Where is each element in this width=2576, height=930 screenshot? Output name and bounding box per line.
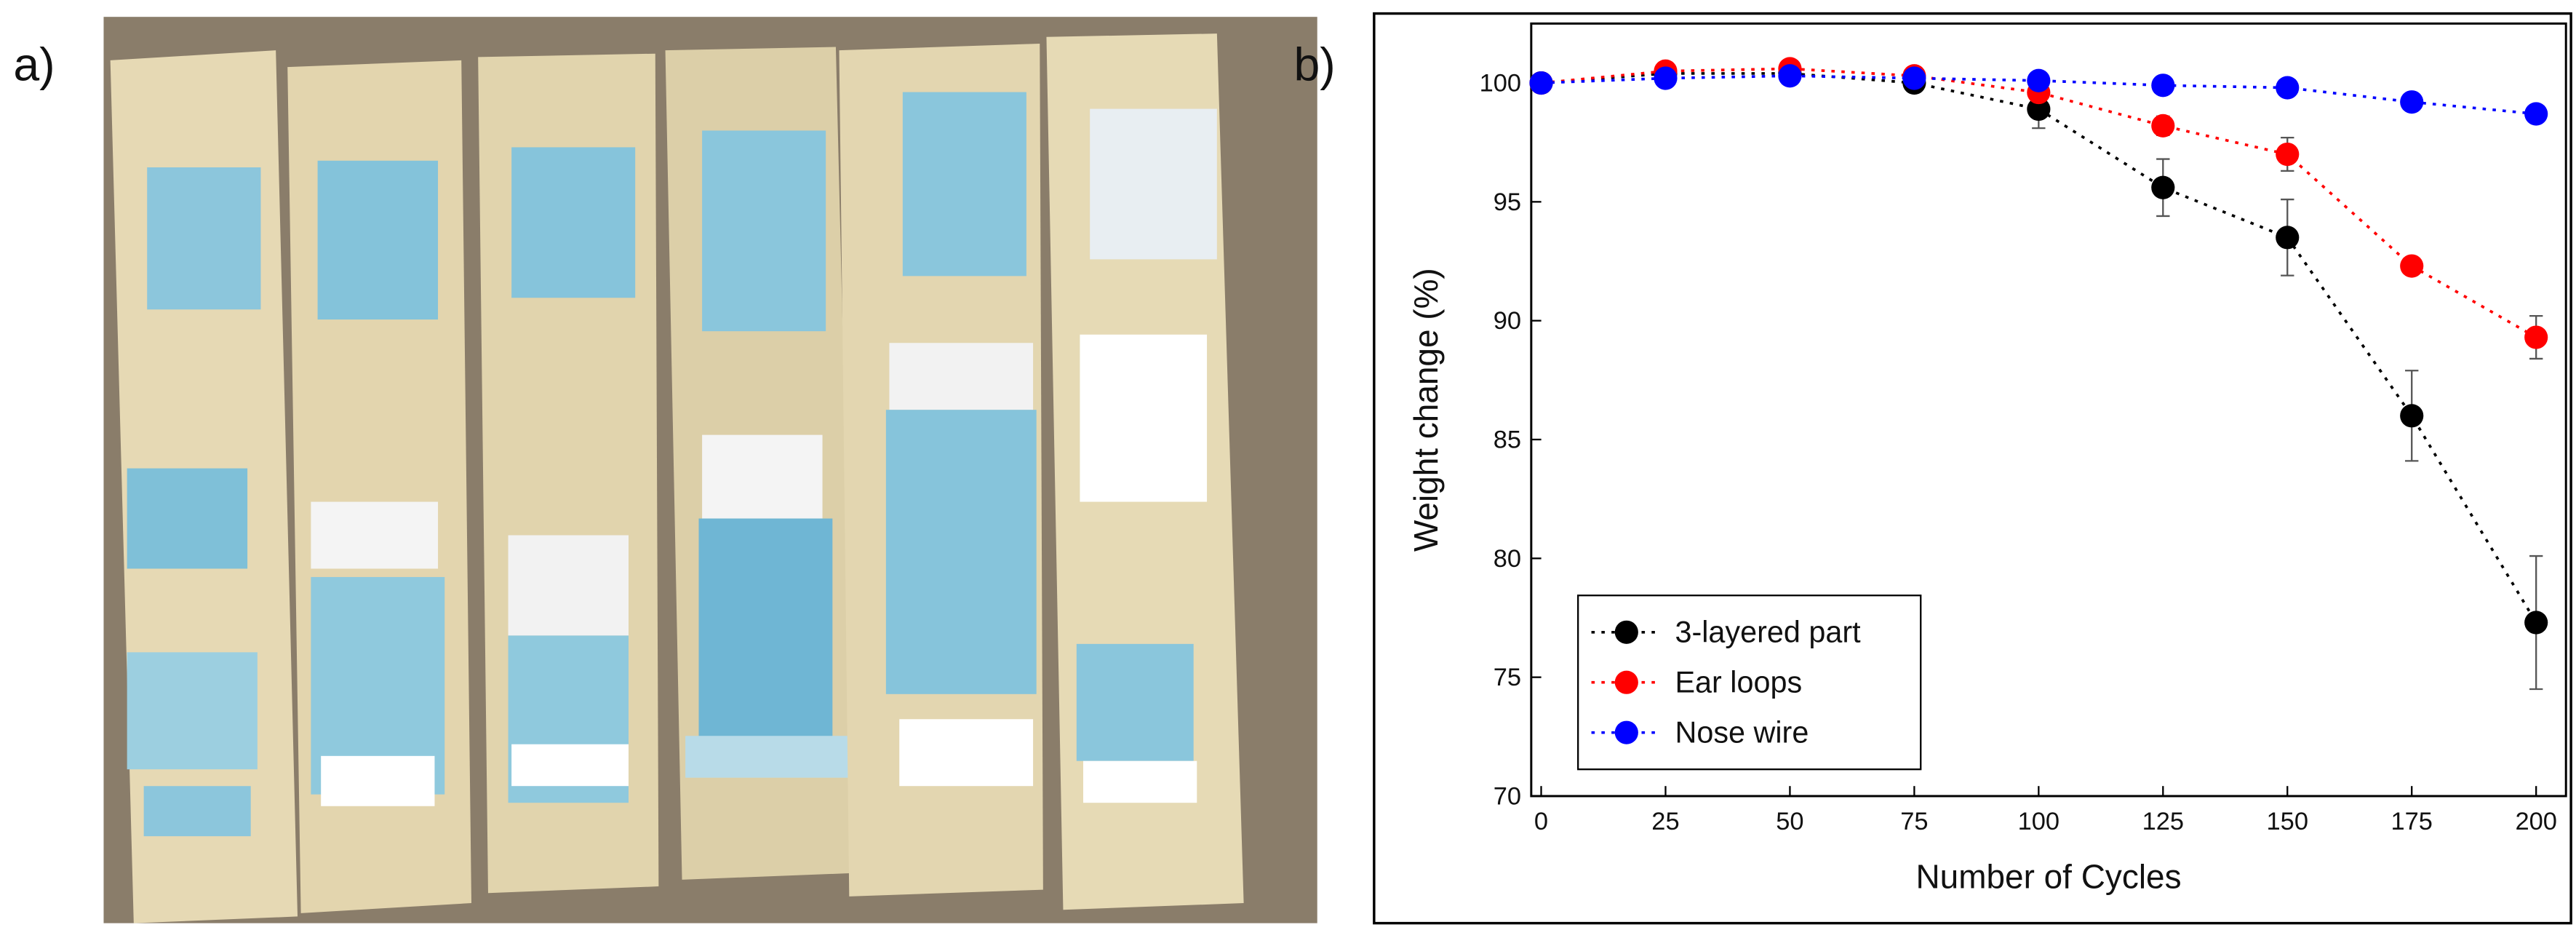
x-tick-label: 175 [2390,808,2432,835]
data-point [2151,114,2175,138]
legend-label: Nose wire [1675,715,1809,749]
y-tick-label: 90 [1494,307,1521,335]
legend-marker [1614,620,1638,644]
x-axis-label: Number of Cycles [1915,857,2181,895]
data-point [2276,226,2300,250]
data-point [2276,142,2300,167]
strip [665,47,856,880]
panel-label: b) [1294,38,1336,90]
x-tick-label: 25 [1651,808,1679,835]
data-point [1902,66,1926,90]
panel-label: a) [13,38,55,90]
data-point [1778,64,1802,88]
data-point [1529,71,1553,95]
y-tick-label: 70 [1494,782,1521,810]
y-axis-label: Weight change (%) [1407,268,1445,552]
data-point [2276,76,2300,100]
legend-marker [1614,670,1638,694]
data-point [2524,102,2548,126]
x-tick-label: 100 [2018,808,2059,835]
strip [1046,33,1244,910]
y-tick-label: 75 [1494,664,1521,691]
legend-marker [1614,720,1638,744]
x-tick-label: 75 [1900,808,1928,835]
data-point [2524,611,2548,635]
x-tick-label: 50 [1776,808,1803,835]
strip [287,60,471,913]
y-tick-label: 100 [1480,70,1521,98]
x-tick-label: 0 [1534,808,1548,835]
y-tick-label: 95 [1494,188,1521,216]
data-point [2151,73,2175,98]
x-tick-label: 150 [2267,808,2308,835]
data-point [2400,90,2424,114]
panel-frame [1373,12,2572,925]
strip [478,53,659,894]
x-tick-label: 125 [2142,808,2184,835]
plot-frame [1530,22,2567,798]
photo [103,17,1317,923]
data-point [2524,325,2548,349]
strip [839,43,1043,897]
y-tick-label: 85 [1494,426,1521,453]
legend-label: 3-layered part [1675,616,1861,649]
data-point [2027,68,2051,92]
data-point [2400,404,2424,428]
data-point [2400,254,2424,278]
x-tick-label: 200 [2515,808,2556,835]
data-point [1654,66,1678,90]
y-tick-label: 80 [1494,545,1521,573]
legend-label: Ear loops [1675,666,1802,699]
strip [110,50,298,923]
data-point [2151,175,2175,199]
series-line [1541,72,2537,624]
data-point [2027,97,2051,122]
